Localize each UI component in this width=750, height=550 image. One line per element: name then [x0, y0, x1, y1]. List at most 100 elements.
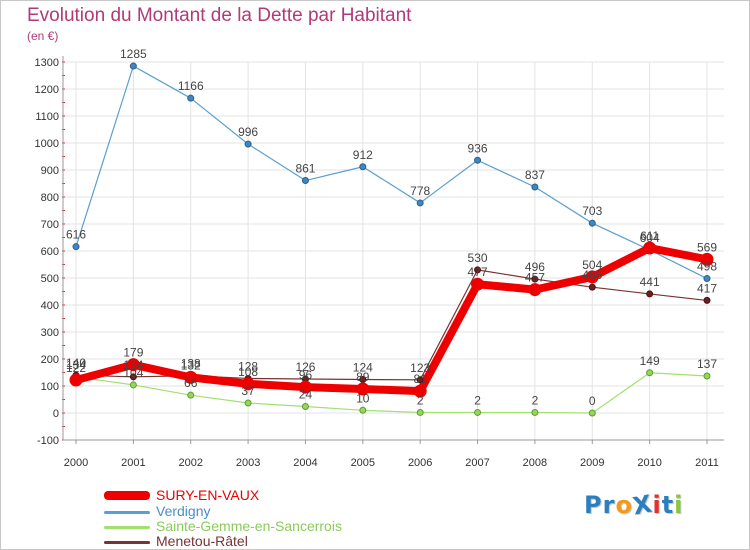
data-label: 1285 — [120, 47, 147, 61]
data-point — [187, 94, 195, 102]
data-label: 2 — [417, 393, 424, 407]
data-label: 936 — [468, 141, 488, 155]
data-point — [528, 283, 542, 297]
data-point — [416, 376, 424, 384]
y-tick-label: -100 — [37, 435, 59, 447]
x-tick-label: 2000 — [64, 457, 88, 469]
data-label: 137 — [697, 357, 717, 371]
data-label: 124 — [353, 361, 373, 375]
legend-label: Menetou-Râtel — [156, 533, 248, 549]
y-tick-label: 1000 — [35, 138, 59, 150]
legend-label: Sainte-Gemme-en-Sancerrois — [156, 518, 342, 534]
data-label: 123 — [410, 361, 430, 375]
data-point — [703, 372, 711, 380]
proxiti-logo: ProXiti — [584, 489, 684, 521]
data-point — [244, 140, 252, 148]
data-label: 466 — [582, 268, 602, 282]
data-label: 24 — [299, 388, 313, 402]
data-label: 134 — [123, 358, 143, 372]
y-tick-label: 1300 — [35, 57, 59, 69]
data-label: 457 — [525, 271, 545, 285]
series-line — [75, 269, 708, 381]
series-line — [75, 65, 708, 280]
data-point — [72, 243, 80, 251]
data-point — [474, 408, 482, 416]
x-tick-label: 2011 — [695, 457, 719, 469]
data-label: 126 — [295, 360, 315, 374]
data-point — [129, 381, 137, 389]
data-label: 569 — [697, 240, 717, 254]
data-label: 496 — [525, 260, 545, 274]
data-point — [643, 241, 657, 255]
data-label: 2 — [474, 393, 481, 407]
series-line — [75, 372, 708, 414]
legend-swatch — [104, 541, 150, 544]
data-point — [588, 409, 596, 417]
data-label: 0 — [589, 394, 596, 408]
data-label: 530 — [468, 251, 488, 265]
data-point — [69, 373, 83, 387]
data-label: 441 — [640, 275, 660, 289]
data-label: 138 — [181, 357, 201, 371]
legend-swatch — [104, 526, 150, 529]
data-label: 778 — [410, 184, 430, 198]
data-label: 89 — [356, 370, 370, 384]
data-point — [301, 403, 309, 411]
data-label: 134 — [66, 358, 86, 372]
data-point — [298, 380, 312, 394]
data-point — [359, 163, 367, 171]
legend-label: Verdigny — [156, 503, 211, 519]
data-label: 2 — [532, 393, 539, 407]
data-label: 140 — [66, 356, 86, 370]
x-tick-label: 2009 — [580, 457, 604, 469]
data-label: 504 — [582, 258, 602, 272]
data-point — [646, 369, 654, 377]
data-point — [703, 296, 711, 304]
data-label: 604 — [640, 231, 660, 245]
y-tick-label: 400 — [41, 300, 59, 312]
data-label: 703 — [582, 204, 602, 218]
data-point — [187, 391, 195, 399]
data-label: 128 — [238, 359, 258, 373]
y-tick-label: 700 — [41, 219, 59, 231]
data-label: 861 — [295, 162, 315, 176]
x-tick-label: 2005 — [351, 457, 375, 469]
x-tick-label: 2004 — [293, 457, 317, 469]
x-tick-label: 2001 — [121, 457, 145, 469]
data-point — [184, 370, 198, 384]
y-tick-label: 1200 — [35, 84, 59, 96]
data-point — [129, 373, 137, 381]
legend-swatch — [104, 491, 150, 500]
y-tick-label: 500 — [41, 273, 59, 285]
y-tick-label: 200 — [41, 354, 59, 366]
data-label: 10 — [356, 391, 370, 405]
data-label: 996 — [238, 125, 258, 139]
y-tick-label: 100 — [41, 381, 59, 393]
legend-swatch — [104, 511, 150, 514]
data-point — [588, 283, 596, 291]
data-label: 149 — [640, 354, 660, 368]
data-label: 122 — [66, 361, 86, 375]
data-label: 477 — [468, 265, 488, 279]
data-label: 1166 — [178, 79, 204, 93]
y-tick-label: 300 — [41, 327, 59, 339]
chart-title: Evolution du Montant de la Dette par Hab… — [27, 5, 412, 26]
y-tick-label: 900 — [41, 165, 59, 177]
data-label: 611 — [640, 229, 659, 243]
data-point — [416, 408, 424, 416]
data-point — [356, 382, 370, 396]
data-label: 81 — [414, 372, 428, 386]
data-point — [585, 270, 599, 284]
x-tick-label: 2010 — [637, 457, 661, 469]
x-tick-label: 2003 — [236, 457, 260, 469]
data-point — [700, 252, 714, 266]
data-point — [531, 275, 539, 283]
x-tick-label: 2007 — [465, 457, 489, 469]
data-point — [471, 277, 485, 291]
data-label: 96 — [299, 368, 313, 382]
data-label: 837 — [525, 168, 545, 182]
data-label: 37 — [241, 384, 255, 398]
data-point — [359, 406, 367, 414]
